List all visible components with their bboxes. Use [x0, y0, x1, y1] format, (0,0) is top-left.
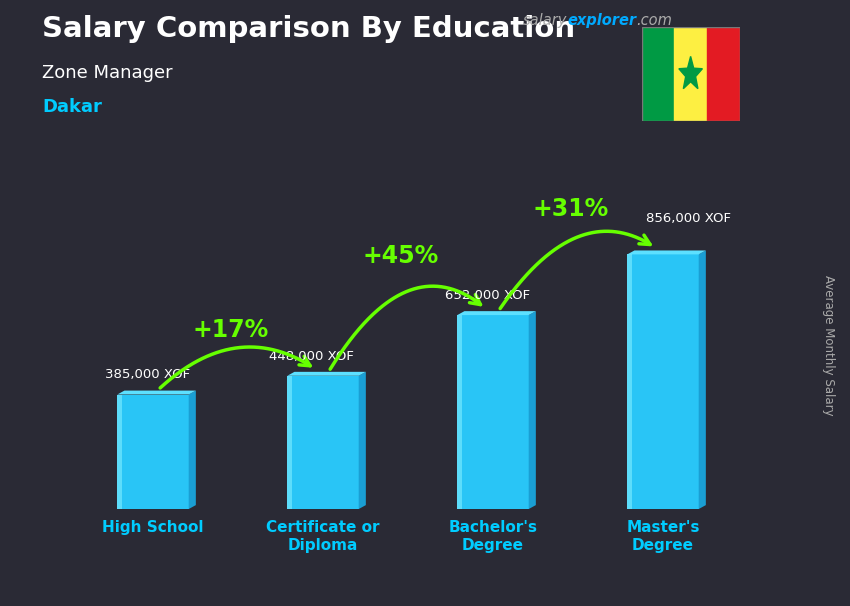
Polygon shape — [117, 391, 196, 395]
Text: Dakar: Dakar — [42, 98, 102, 116]
Bar — [642, 27, 674, 121]
Text: +17%: +17% — [192, 318, 269, 342]
Polygon shape — [117, 395, 189, 509]
Text: Average Monthly Salary: Average Monthly Salary — [822, 275, 836, 416]
Polygon shape — [457, 311, 536, 315]
Text: salary: salary — [523, 13, 567, 28]
Text: Zone Manager: Zone Manager — [42, 64, 173, 82]
Polygon shape — [457, 315, 529, 509]
Polygon shape — [117, 395, 122, 509]
Text: Salary Comparison By Education: Salary Comparison By Education — [42, 15, 575, 43]
Text: explorer: explorer — [568, 13, 637, 28]
Polygon shape — [529, 311, 536, 509]
Text: 652,000 XOF: 652,000 XOF — [445, 289, 530, 302]
Polygon shape — [189, 391, 196, 509]
Text: +31%: +31% — [532, 196, 609, 221]
Polygon shape — [627, 255, 632, 509]
Bar — [674, 27, 707, 121]
Polygon shape — [287, 372, 366, 376]
Text: +45%: +45% — [362, 244, 439, 268]
Polygon shape — [627, 250, 705, 255]
Polygon shape — [457, 315, 462, 509]
Polygon shape — [359, 372, 366, 509]
Polygon shape — [287, 376, 359, 509]
Text: 856,000 XOF: 856,000 XOF — [646, 212, 731, 225]
Text: .com: .com — [636, 13, 672, 28]
Polygon shape — [699, 250, 705, 509]
Polygon shape — [627, 255, 699, 509]
Polygon shape — [679, 56, 702, 88]
Polygon shape — [287, 376, 292, 509]
Text: 385,000 XOF: 385,000 XOF — [105, 368, 190, 381]
Text: 448,000 XOF: 448,000 XOF — [269, 350, 354, 362]
Bar — [707, 27, 740, 121]
